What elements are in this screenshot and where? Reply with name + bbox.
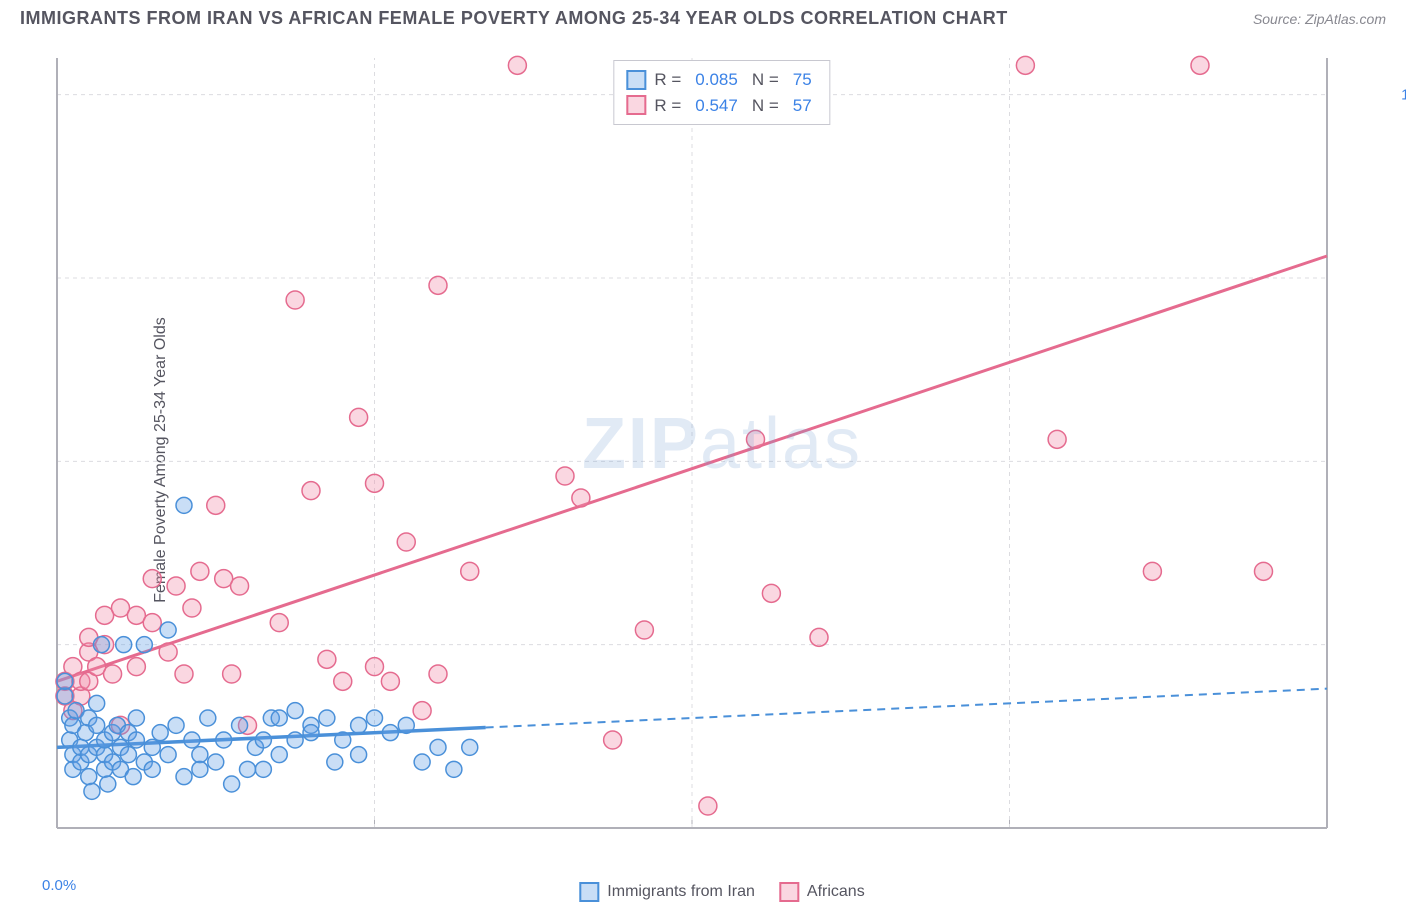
n-label: N =	[752, 67, 779, 93]
chart-title: IMMIGRANTS FROM IRAN VS AFRICAN FEMALE P…	[20, 8, 1008, 29]
stats-row-pink: R = 0.547 N = 57	[626, 93, 817, 119]
correlation-stats-legend: R = 0.085 N = 75 R = 0.547 N = 57	[613, 60, 830, 125]
n-label: N =	[752, 93, 779, 119]
y-tick-label: 100.0%	[1401, 86, 1406, 103]
source-attribution: Source: ZipAtlas.com	[1253, 11, 1386, 27]
axis-origin-label: 0.0%	[42, 877, 76, 894]
legend-label-blue: Immigrants from Iran	[607, 883, 755, 901]
n-value-pink: 57	[787, 93, 818, 119]
swatch-pink-icon	[779, 882, 799, 902]
chart-header: IMMIGRANTS FROM IRAN VS AFRICAN FEMALE P…	[0, 0, 1406, 33]
stats-row-blue: R = 0.085 N = 75	[626, 67, 817, 93]
chart-container: Female Poverty Among 25-34 Year Olds ZIP…	[52, 50, 1392, 870]
swatch-blue-icon	[579, 882, 599, 902]
legend-item-blue: Immigrants from Iran	[579, 882, 755, 902]
r-label: R =	[654, 93, 681, 119]
swatch-blue-icon	[626, 70, 646, 90]
scatter-plot	[52, 50, 1392, 870]
n-value-blue: 75	[787, 67, 818, 93]
legend-label-pink: Africans	[807, 883, 865, 901]
r-value-blue: 0.085	[689, 67, 744, 93]
swatch-pink-icon	[626, 95, 646, 115]
legend-item-pink: Africans	[779, 882, 865, 902]
r-label: R =	[654, 67, 681, 93]
r-value-pink: 0.547	[689, 93, 744, 119]
series-legend: Immigrants from Iran Africans	[579, 882, 864, 902]
